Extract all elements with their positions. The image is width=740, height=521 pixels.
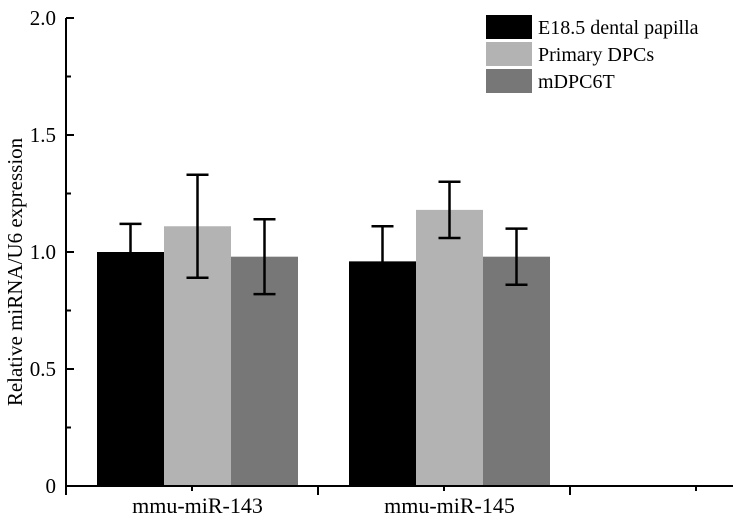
y-tick-label-2: 0.5 [30, 357, 56, 381]
legend-swatch-1 [486, 15, 532, 39]
y-axis-title: Relative miRNA/U6 expression [3, 137, 27, 406]
bar-2-2 [416, 209, 483, 486]
legend-label-1: E18.5 dental papilla [538, 17, 699, 39]
legend-swatch-2 [486, 42, 532, 66]
legend: E18.5 dental papilla Primary DPCs mDPC6T [486, 15, 699, 93]
x-tick-label-1: mmu-miR-143 [132, 493, 263, 518]
bar-2-1 [349, 261, 416, 486]
bar-2-3 [483, 256, 550, 486]
ticks-layer [65, 17, 697, 495]
labels-layer: mmu-miR-143 mmu-miR-145 0 0.5 1.0 1.5 2.0 [30, 6, 515, 518]
bars-layer [97, 173, 550, 486]
legend-label-3: mDPC6T [538, 71, 615, 93]
y-tick-label-1: 0 [46, 474, 57, 498]
legend-swatch-3 [486, 69, 532, 93]
y-tick-label-5: 2.0 [30, 6, 56, 30]
y-tick-label-3: 1.0 [30, 240, 56, 264]
bar-1-1 [97, 252, 164, 486]
x-tick-label-2: mmu-miR-145 [384, 493, 515, 518]
y-tick-label-4: 1.5 [30, 123, 56, 147]
legend-label-2: Primary DPCs [538, 44, 654, 66]
